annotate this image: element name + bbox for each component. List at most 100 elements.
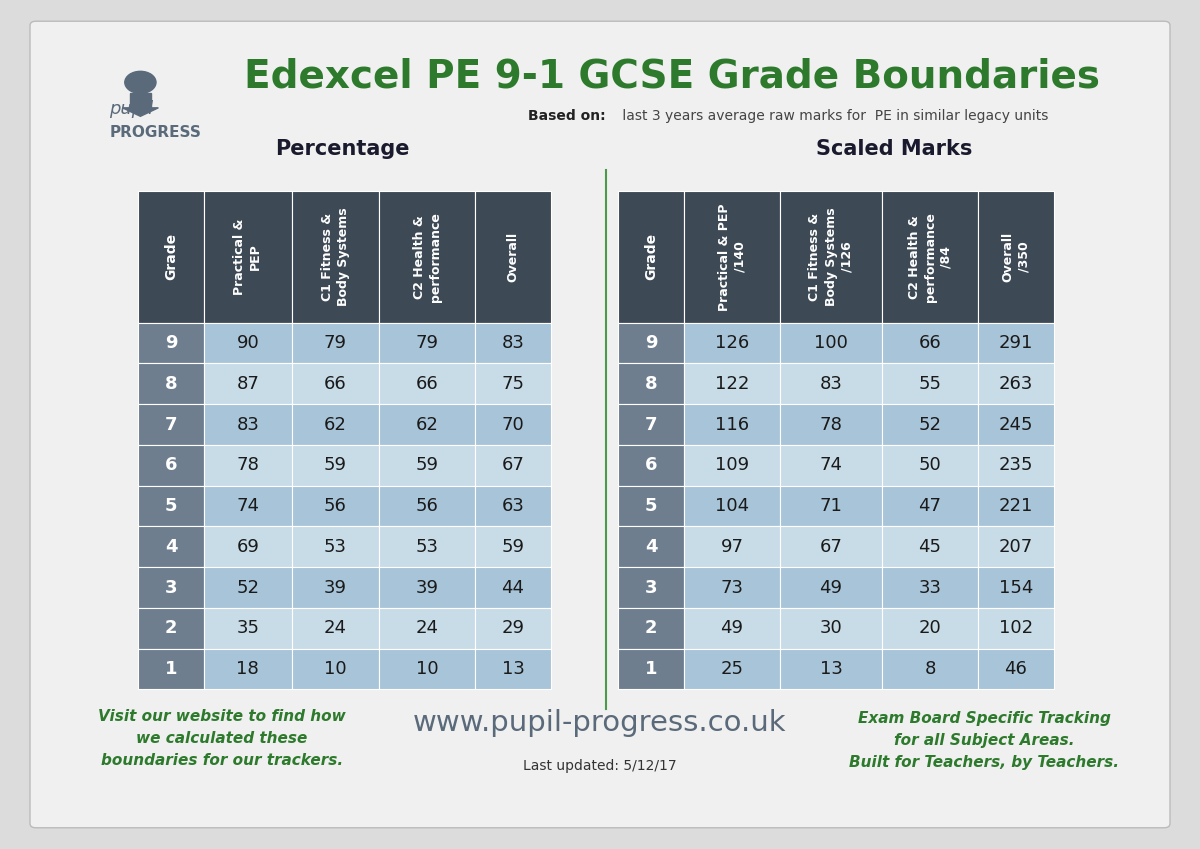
Text: 49: 49 [720, 619, 744, 638]
Bar [882, 608, 978, 649]
Bar [379, 608, 475, 649]
Text: 7: 7 [164, 415, 178, 434]
Text: 83: 83 [820, 374, 842, 393]
Bar [138, 191, 204, 323]
Bar [978, 191, 1054, 323]
Text: 30: 30 [820, 619, 842, 638]
Text: C1 Fitness &
Body Systems
/126: C1 Fitness & Body Systems /126 [809, 207, 853, 306]
Text: 4: 4 [164, 537, 178, 556]
Bar [882, 191, 978, 323]
Bar [475, 323, 551, 363]
Bar [138, 649, 204, 689]
Text: 100: 100 [814, 334, 848, 352]
Bar [475, 191, 551, 323]
Text: 20: 20 [919, 619, 941, 638]
Bar [882, 404, 978, 445]
Bar [204, 486, 292, 526]
Text: 104: 104 [715, 497, 749, 515]
Text: 10: 10 [416, 660, 438, 678]
Bar [978, 526, 1054, 567]
Text: 83: 83 [502, 334, 524, 352]
Text: 207: 207 [998, 537, 1033, 556]
Bar [138, 526, 204, 567]
Circle shape [125, 71, 156, 93]
Text: 245: 245 [998, 415, 1033, 434]
Bar [780, 608, 882, 649]
Text: 63: 63 [502, 497, 524, 515]
Bar [204, 649, 292, 689]
Text: 69: 69 [236, 537, 259, 556]
Bar [684, 567, 780, 608]
Bar [138, 404, 204, 445]
Text: 116: 116 [715, 415, 749, 434]
Bar [204, 191, 292, 323]
Text: 3: 3 [644, 578, 658, 597]
Bar [684, 649, 780, 689]
Bar [684, 526, 780, 567]
Text: 33: 33 [918, 578, 942, 597]
Text: Percentage: Percentage [275, 138, 409, 159]
Text: Practical &
PEP: Practical & PEP [233, 219, 263, 295]
Bar [379, 567, 475, 608]
Text: 13: 13 [820, 660, 842, 678]
Bar [684, 363, 780, 404]
Text: 2: 2 [644, 619, 658, 638]
Bar [475, 363, 551, 404]
Bar [204, 323, 292, 363]
Text: pupil: pupil [109, 100, 154, 118]
Bar [292, 445, 379, 486]
Bar [618, 608, 684, 649]
Text: 263: 263 [998, 374, 1033, 393]
Text: 97: 97 [720, 537, 744, 556]
Text: 59: 59 [502, 537, 524, 556]
Text: 5: 5 [644, 497, 658, 515]
Text: 59: 59 [324, 456, 347, 475]
Bar [882, 526, 978, 567]
Text: PROGRESS: PROGRESS [109, 125, 202, 140]
Bar [618, 404, 684, 445]
Bar [780, 445, 882, 486]
Bar [978, 404, 1054, 445]
Bar [618, 363, 684, 404]
Text: 66: 66 [919, 334, 941, 352]
Text: 25: 25 [720, 660, 744, 678]
Text: 8: 8 [644, 374, 658, 393]
Text: 53: 53 [324, 537, 347, 556]
Bar [379, 649, 475, 689]
Text: 73: 73 [720, 578, 744, 597]
Bar [292, 191, 379, 323]
Text: 102: 102 [998, 619, 1033, 638]
Text: 6: 6 [164, 456, 178, 475]
Bar [138, 567, 204, 608]
Text: 79: 79 [324, 334, 347, 352]
Bar [138, 486, 204, 526]
Bar [684, 323, 780, 363]
Bar [204, 526, 292, 567]
Bar [978, 649, 1054, 689]
Bar [379, 404, 475, 445]
Bar [379, 486, 475, 526]
Text: 9: 9 [644, 334, 658, 352]
Bar [204, 608, 292, 649]
Polygon shape [122, 108, 158, 116]
Text: 24: 24 [415, 619, 439, 638]
Bar [978, 323, 1054, 363]
Bar [882, 363, 978, 404]
Text: 13: 13 [502, 660, 524, 678]
Bar [475, 649, 551, 689]
Text: 235: 235 [998, 456, 1033, 475]
Bar [780, 363, 882, 404]
Bar [475, 445, 551, 486]
Text: 154: 154 [998, 578, 1033, 597]
Bar [684, 486, 780, 526]
Text: Exam Board Specific Tracking
for all Subject Areas.
Built for Teachers, by Teach: Exam Board Specific Tracking for all Sub… [848, 711, 1120, 770]
Bar [204, 404, 292, 445]
Text: 7: 7 [644, 415, 658, 434]
Text: 74: 74 [820, 456, 842, 475]
Bar [292, 404, 379, 445]
Text: Edexcel PE 9-1 GCSE Grade Boundaries: Edexcel PE 9-1 GCSE Grade Boundaries [244, 58, 1100, 95]
Bar [618, 191, 684, 323]
Bar [780, 486, 882, 526]
Polygon shape [130, 93, 151, 108]
Text: 78: 78 [236, 456, 259, 475]
